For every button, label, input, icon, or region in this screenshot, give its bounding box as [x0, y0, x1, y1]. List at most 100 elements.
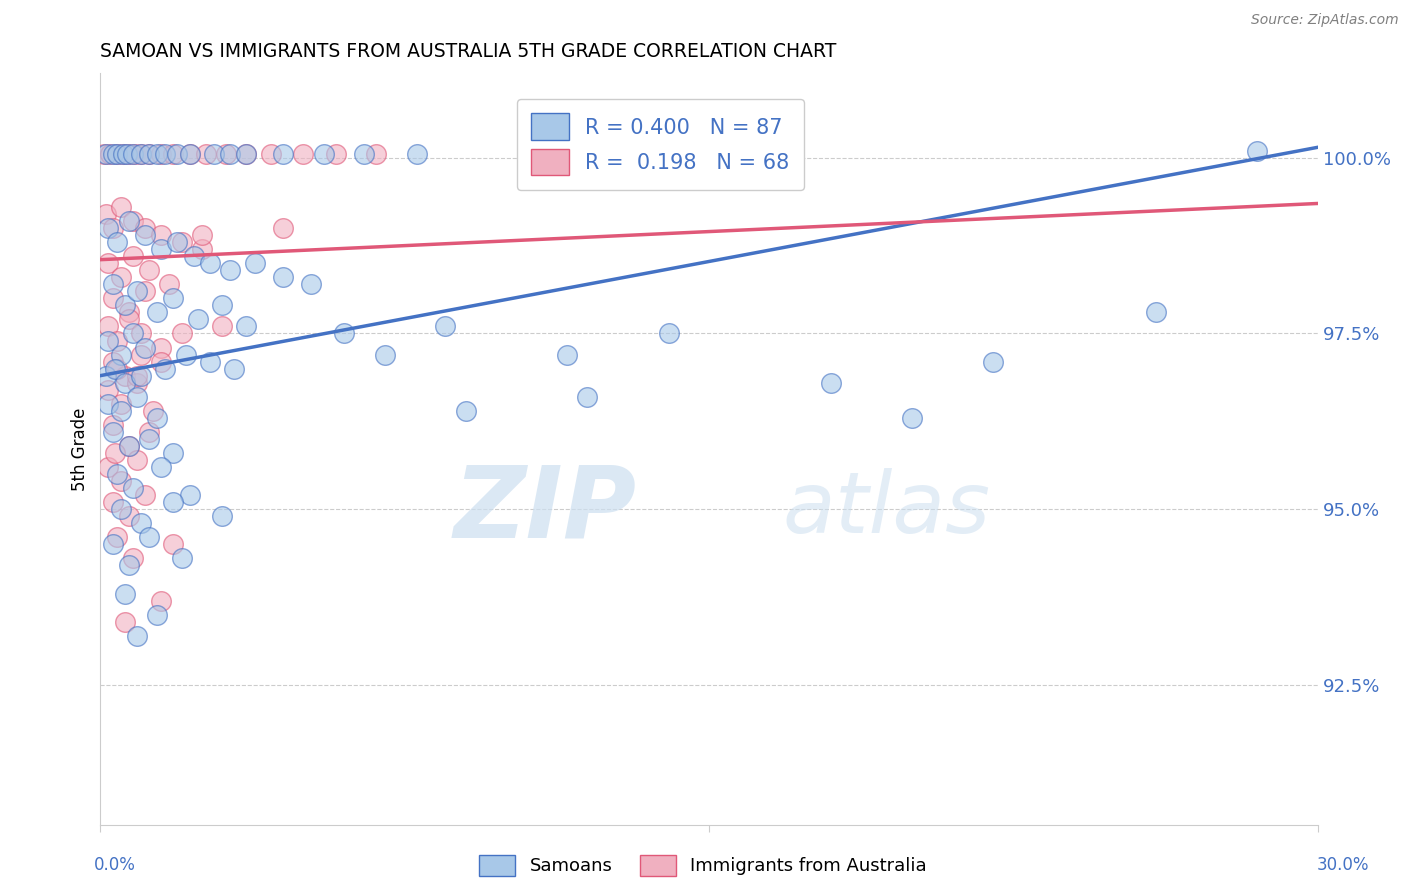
Point — [105, 361, 128, 376]
Point — [454, 404, 477, 418]
Point — [118, 312, 141, 326]
Point — [312, 147, 335, 161]
Point — [114, 298, 136, 312]
Point — [983, 354, 1005, 368]
Point — [235, 147, 257, 161]
Point — [576, 390, 599, 404]
Point — [235, 319, 257, 334]
Point — [170, 326, 193, 341]
Point — [125, 368, 148, 383]
Point — [114, 376, 136, 390]
Point — [191, 242, 214, 256]
Point — [183, 249, 205, 263]
Point — [271, 221, 294, 235]
Point — [157, 277, 180, 292]
Point — [219, 147, 242, 161]
Point — [162, 291, 184, 305]
Point — [219, 263, 242, 277]
Point — [97, 460, 120, 475]
Y-axis label: 5th Grade: 5th Grade — [72, 408, 89, 491]
Point — [301, 277, 323, 292]
Point — [138, 263, 160, 277]
Point — [170, 235, 193, 249]
Text: atlas: atlas — [782, 468, 990, 551]
Point — [166, 235, 188, 249]
Point — [271, 270, 294, 285]
Point — [96, 368, 118, 383]
Point — [125, 629, 148, 643]
Point — [118, 439, 141, 453]
Text: 0.0%: 0.0% — [94, 855, 136, 873]
Point — [118, 558, 141, 573]
Point — [325, 147, 347, 161]
Point — [105, 235, 128, 249]
Point — [101, 354, 124, 368]
Point — [124, 147, 146, 161]
Point — [134, 488, 156, 502]
Point — [366, 147, 388, 161]
Point — [129, 516, 152, 531]
Point — [555, 347, 578, 361]
Point — [125, 453, 148, 467]
Point — [162, 147, 184, 161]
Point — [97, 221, 120, 235]
Point — [97, 319, 120, 334]
Point — [146, 410, 169, 425]
Point — [194, 147, 217, 161]
Point — [129, 147, 152, 161]
Point — [97, 256, 120, 270]
Point — [110, 270, 132, 285]
Point — [129, 147, 152, 161]
Point — [162, 446, 184, 460]
Point — [101, 147, 124, 161]
Point — [406, 147, 429, 161]
Point — [105, 467, 128, 481]
Point — [179, 488, 201, 502]
Point — [150, 242, 173, 256]
Point — [243, 256, 266, 270]
Point — [129, 326, 152, 341]
Point — [202, 147, 225, 161]
Point — [211, 509, 233, 524]
Point — [121, 551, 143, 566]
Point — [101, 291, 124, 305]
Point — [901, 410, 924, 425]
Point — [111, 147, 134, 161]
Point — [142, 404, 165, 418]
Point — [101, 221, 124, 235]
Point — [134, 221, 156, 235]
Point — [118, 509, 141, 524]
Point — [134, 285, 156, 299]
Point — [191, 228, 214, 243]
Point — [105, 147, 128, 161]
Point — [150, 228, 173, 243]
Point — [138, 432, 160, 446]
Point — [114, 368, 136, 383]
Legend: Samoans, Immigrants from Australia: Samoans, Immigrants from Australia — [472, 847, 934, 883]
Point — [215, 147, 238, 161]
Point — [146, 147, 169, 161]
Point — [100, 147, 122, 161]
Point — [105, 530, 128, 544]
Point — [125, 390, 148, 404]
Point — [110, 200, 132, 214]
Point — [146, 305, 169, 319]
Point — [138, 147, 160, 161]
Point — [150, 460, 173, 475]
Point — [292, 147, 315, 161]
Text: 30.0%: 30.0% — [1316, 855, 1369, 873]
Point — [125, 376, 148, 390]
Point — [96, 147, 118, 161]
Point — [97, 383, 120, 397]
Point — [138, 147, 160, 161]
Point — [146, 607, 169, 622]
Point — [333, 326, 356, 341]
Point — [101, 425, 124, 439]
Point — [101, 417, 124, 432]
Point — [105, 147, 128, 161]
Point — [170, 551, 193, 566]
Point — [179, 147, 201, 161]
Point — [110, 474, 132, 488]
Point — [121, 214, 143, 228]
Point — [373, 347, 395, 361]
